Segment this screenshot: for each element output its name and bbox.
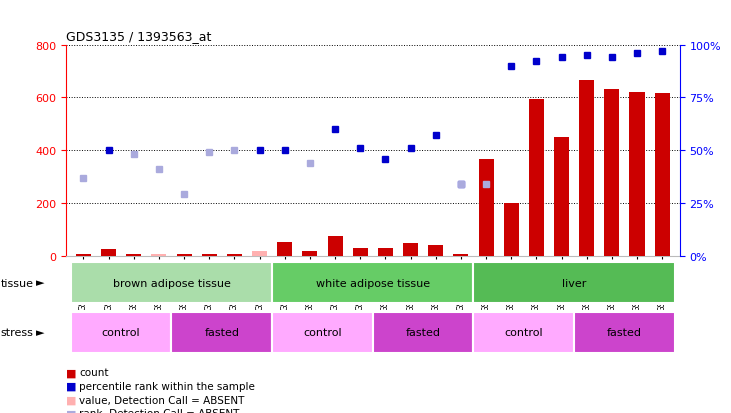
Text: fasted: fasted: [406, 328, 441, 337]
Text: rank, Detection Call = ABSENT: rank, Detection Call = ABSENT: [79, 408, 239, 413]
Text: ►: ►: [36, 278, 45, 288]
Text: ■: ■: [66, 368, 76, 377]
Text: value, Detection Call = ABSENT: value, Detection Call = ABSENT: [79, 395, 244, 405]
Bar: [529, 100, 544, 256]
Text: control: control: [303, 328, 342, 337]
Text: percentile rank within the sample: percentile rank within the sample: [79, 381, 255, 391]
Bar: [373, 312, 474, 353]
Bar: [151, 255, 167, 256]
Text: ■: ■: [66, 381, 76, 391]
Bar: [574, 312, 675, 353]
Text: fasted: fasted: [205, 328, 239, 337]
Bar: [504, 203, 519, 256]
Text: stress: stress: [1, 328, 34, 337]
Bar: [655, 94, 670, 256]
Bar: [479, 160, 493, 256]
Bar: [327, 236, 343, 256]
Text: tissue: tissue: [1, 278, 34, 288]
Bar: [227, 255, 242, 256]
Text: brown adipose tissue: brown adipose tissue: [113, 278, 230, 288]
Bar: [176, 255, 192, 256]
Bar: [474, 263, 675, 303]
Bar: [272, 312, 373, 353]
Bar: [126, 254, 141, 256]
Bar: [403, 243, 418, 256]
Bar: [554, 138, 569, 256]
Bar: [71, 312, 172, 353]
Text: white adipose tissue: white adipose tissue: [316, 278, 430, 288]
Bar: [474, 312, 574, 353]
Text: ■: ■: [66, 395, 76, 405]
Bar: [151, 255, 167, 256]
Bar: [303, 252, 317, 256]
Bar: [629, 93, 645, 256]
Bar: [71, 263, 272, 303]
Bar: [378, 249, 393, 256]
Bar: [101, 249, 116, 256]
Bar: [202, 255, 217, 256]
Bar: [172, 312, 272, 353]
Text: control: control: [504, 328, 543, 337]
Bar: [252, 252, 267, 256]
Bar: [453, 255, 469, 256]
Bar: [352, 248, 368, 256]
Text: GDS3135 / 1393563_at: GDS3135 / 1393563_at: [66, 31, 211, 43]
Text: fasted: fasted: [607, 328, 642, 337]
Bar: [605, 90, 619, 256]
Bar: [76, 255, 91, 256]
Bar: [272, 263, 474, 303]
Text: ►: ►: [36, 328, 45, 337]
Text: ■: ■: [66, 408, 76, 413]
Bar: [252, 252, 267, 256]
Text: liver: liver: [562, 278, 586, 288]
Text: control: control: [102, 328, 140, 337]
Bar: [579, 81, 594, 256]
Bar: [277, 243, 292, 256]
Bar: [428, 245, 443, 256]
Text: count: count: [79, 368, 108, 377]
